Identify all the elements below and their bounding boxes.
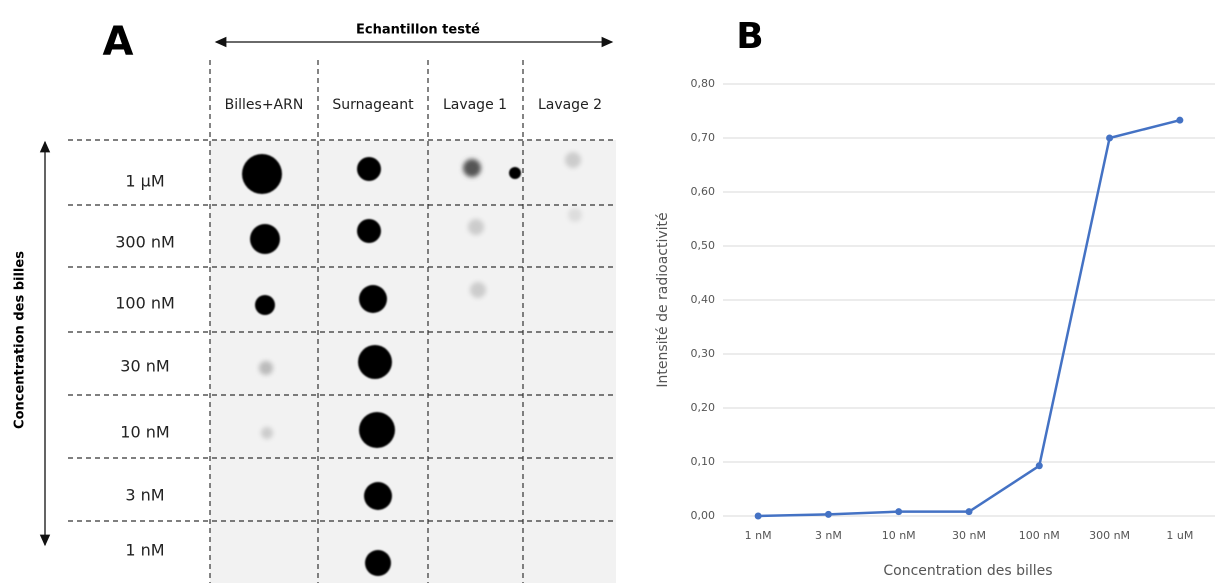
data-point: [966, 508, 973, 515]
dot: [463, 159, 481, 177]
dot: [357, 219, 381, 243]
figure: A Echantillon testé Concentration des bi…: [0, 0, 1218, 583]
y-tick-label: 0,60: [691, 185, 716, 198]
x-tick-label: 1 nM: [745, 529, 772, 542]
dot: [259, 361, 273, 375]
y-tick-label: 0,20: [691, 401, 716, 414]
column-labels: Billes+ARN Surnageant Lavage 1 Lavage 2: [225, 97, 602, 113]
panel-label: A: [103, 19, 134, 65]
y-tick-label: 0,30: [691, 347, 716, 360]
x-tick-label: 300 nM: [1089, 529, 1130, 542]
y-label: Concentration des billes: [13, 251, 28, 429]
x-tick-label: 3 nM: [815, 529, 842, 542]
row-labels: 1 µM 300 nM 100 nM 30 nM 10 nM 3 nM 1 nM: [115, 172, 175, 560]
column-label: Lavage 2: [538, 97, 602, 113]
y-tick-label: 0,80: [691, 77, 716, 90]
dot: [509, 167, 521, 179]
panel-a: A Echantillon testé Concentration des bi…: [13, 19, 617, 583]
row-label: 10 nM: [120, 423, 169, 442]
dot: [359, 285, 387, 313]
dot: [565, 152, 581, 168]
dot: [568, 208, 582, 222]
panel-label: B: [736, 16, 763, 57]
data-point: [1106, 135, 1113, 142]
dot: [358, 345, 392, 379]
dot: [255, 295, 275, 315]
dot: [357, 157, 381, 181]
data-line: [758, 120, 1180, 516]
x-axis-label: Concentration des billes: [883, 563, 1052, 579]
x-tick-label: 1 uM: [1166, 529, 1193, 542]
dot: [250, 224, 280, 254]
dot: [365, 550, 391, 576]
y-tick-label: 0,10: [691, 455, 716, 468]
y-tick-label: 0,70: [691, 131, 716, 144]
row-label: 3 nM: [125, 486, 164, 505]
data-point: [895, 508, 902, 515]
dot: [261, 427, 273, 439]
data-point: [755, 513, 762, 520]
dot: [364, 482, 392, 510]
x-tick-label: 10 nM: [882, 529, 916, 542]
y-axis-label: Intensité de radioactivité: [655, 212, 671, 387]
column-label: Billes+ARN: [225, 97, 304, 113]
column-label: Lavage 1: [443, 97, 507, 113]
y-tick-label: 0,40: [691, 293, 716, 306]
data-point: [1036, 462, 1043, 469]
blot-background: [210, 140, 616, 583]
row-label: 30 nM: [120, 357, 169, 376]
panel-title: Echantillon testé: [356, 23, 480, 38]
y-tick-label: 0,00: [691, 509, 716, 522]
panel-b: B Concentration des billes Intensité de …: [655, 16, 1215, 579]
dot: [468, 219, 484, 235]
dot: [470, 282, 486, 298]
row-label: 1 nM: [125, 541, 164, 560]
dot: [359, 412, 395, 448]
x-tick-label: 100 nM: [1019, 529, 1060, 542]
row-label: 100 nM: [115, 294, 175, 313]
row-label: 1 µM: [125, 172, 164, 191]
data-point: [825, 511, 832, 518]
x-tick-label: 30 nM: [952, 529, 986, 542]
row-label: 300 nM: [115, 233, 175, 252]
y-tick-label: 0,50: [691, 239, 716, 252]
column-label: Surnageant: [332, 97, 414, 113]
dot: [242, 154, 282, 194]
data-point: [1176, 117, 1183, 124]
